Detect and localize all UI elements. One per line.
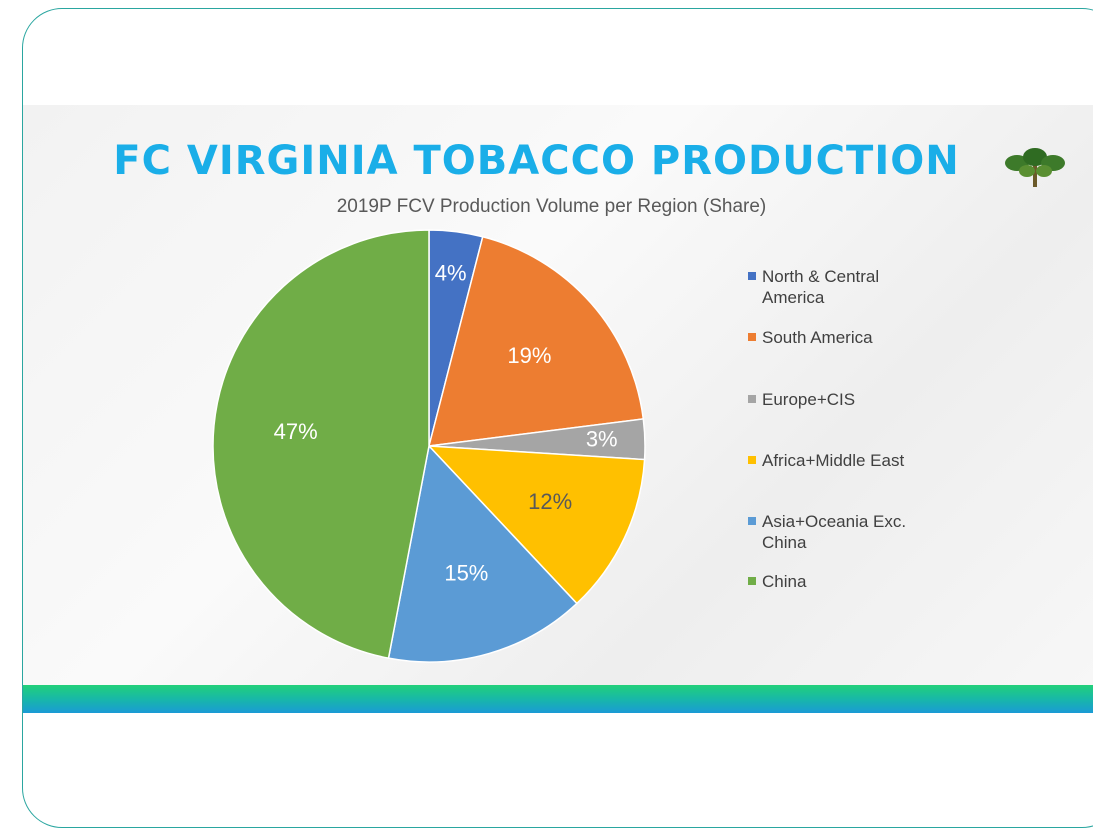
legend-label: Europe+CIS [762, 390, 856, 409]
data-label: 3% [586, 426, 618, 451]
chart-subtitle: 2019P FCV Production Volume per Region (… [336, 196, 767, 217]
legend-label: Africa+Middle East [762, 451, 905, 470]
legend-item: South America [748, 327, 932, 348]
legend-item: Africa+Middle East [748, 450, 932, 471]
pie-slice [387, 444, 578, 663]
footer-bar [23, 685, 1093, 713]
data-label: 15% [444, 560, 488, 585]
chart-title: FC VIRGINIA TOBACCO PRODUCTION [113, 138, 960, 184]
legend-item: North & Central America [748, 266, 932, 308]
data-label: 4% [435, 260, 467, 285]
pie-slice [212, 229, 430, 660]
legend-item: China [748, 571, 932, 592]
legend-label: Asia+Oceania Exc. China [762, 512, 907, 552]
legend-swatch [748, 517, 756, 525]
logo [1005, 148, 1065, 187]
legend-label: China [762, 572, 807, 591]
legend-swatch [748, 333, 756, 341]
legend-swatch [748, 456, 756, 464]
legend-item: Asia+Oceania Exc. China [748, 511, 932, 553]
chart: 4% 19% 3% 12% 15% 47% [212, 148, 1065, 663]
legend-label: South America [762, 328, 873, 347]
legend-item: Europe+CIS [748, 389, 932, 410]
legend-swatch [748, 577, 756, 585]
data-label: 47% [274, 419, 318, 444]
data-label: 19% [507, 343, 551, 368]
pie-slice [427, 235, 645, 447]
pie-slice [427, 445, 646, 605]
legend-swatch [748, 272, 756, 280]
slide: FC VIRGINIA TOBACCO PRODUCTION 2019P FCV… [22, 8, 1093, 828]
legend-label: North & Central America [762, 267, 880, 307]
legend-swatch [748, 395, 756, 403]
data-label: 12% [528, 489, 572, 514]
